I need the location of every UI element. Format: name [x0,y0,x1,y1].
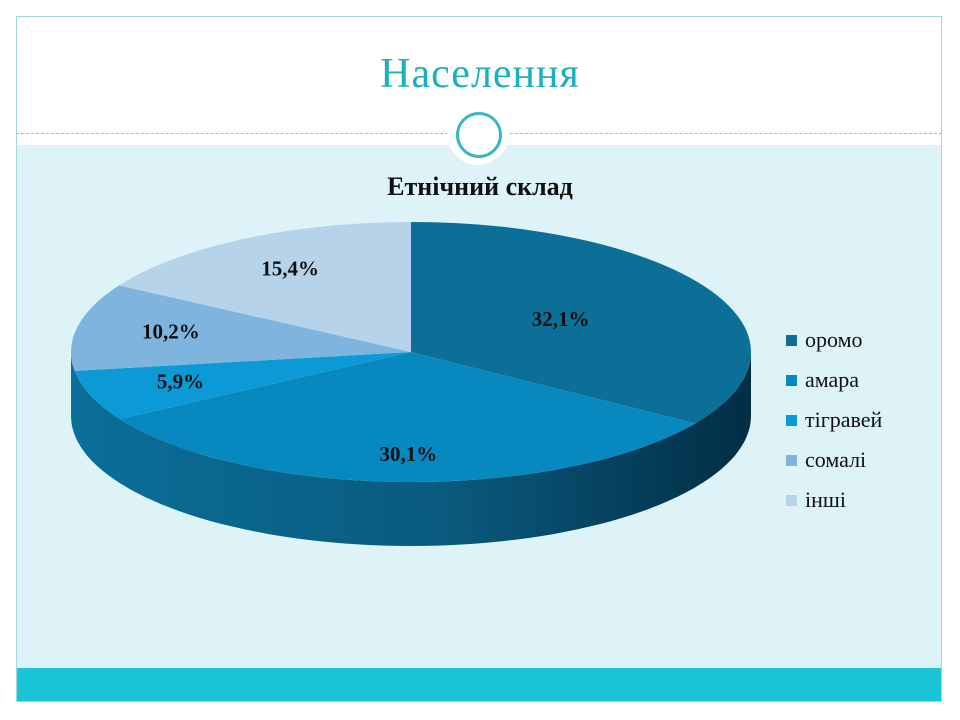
legend-label-5: інші [805,487,846,512]
pie-data-label-2: 30,1% [380,442,438,466]
legend-item-2: амара [786,360,882,400]
legend-label-2: амара [805,367,860,392]
legend-item-5: інші [786,480,882,520]
bottom-bar [17,668,941,701]
pie-data-label-4: 10,2% [142,320,200,344]
legend-label-3: тігравей [805,407,883,432]
legend-item-1: оромо [786,320,882,360]
legend-swatch-4 [786,454,797,466]
pie-data-label-3: 5,9% [157,369,204,393]
legend-swatch-5 [786,494,797,506]
legend-swatch-3 [786,414,797,426]
legend-swatch-2 [786,374,797,386]
legend-swatch-1 [786,334,797,346]
legend-item-3: тігравей [786,400,882,440]
pie-slice-4 [71,285,411,371]
pie-slice-5 [119,222,411,352]
legend-item-4: сомалі [786,440,882,480]
chart-title: Етнічний склад [387,172,573,201]
slide-frame [16,16,942,702]
pie-data-label-5: 15,4% [261,256,319,280]
pie-slice-3 [74,352,411,419]
slide-title: Населення [380,51,580,97]
legend-label-1: оромо [805,327,863,352]
pie-slice-2 [119,352,696,483]
chart-legend: оромо амара тігравей сомалі інші [786,320,882,520]
pie-slice-1 [411,222,751,424]
circle-ornament-icon [447,103,509,165]
pie-data-label-1: 32,1% [532,307,590,331]
pie-side-wall [71,352,751,546]
legend-label-4: сомалі [805,447,867,472]
